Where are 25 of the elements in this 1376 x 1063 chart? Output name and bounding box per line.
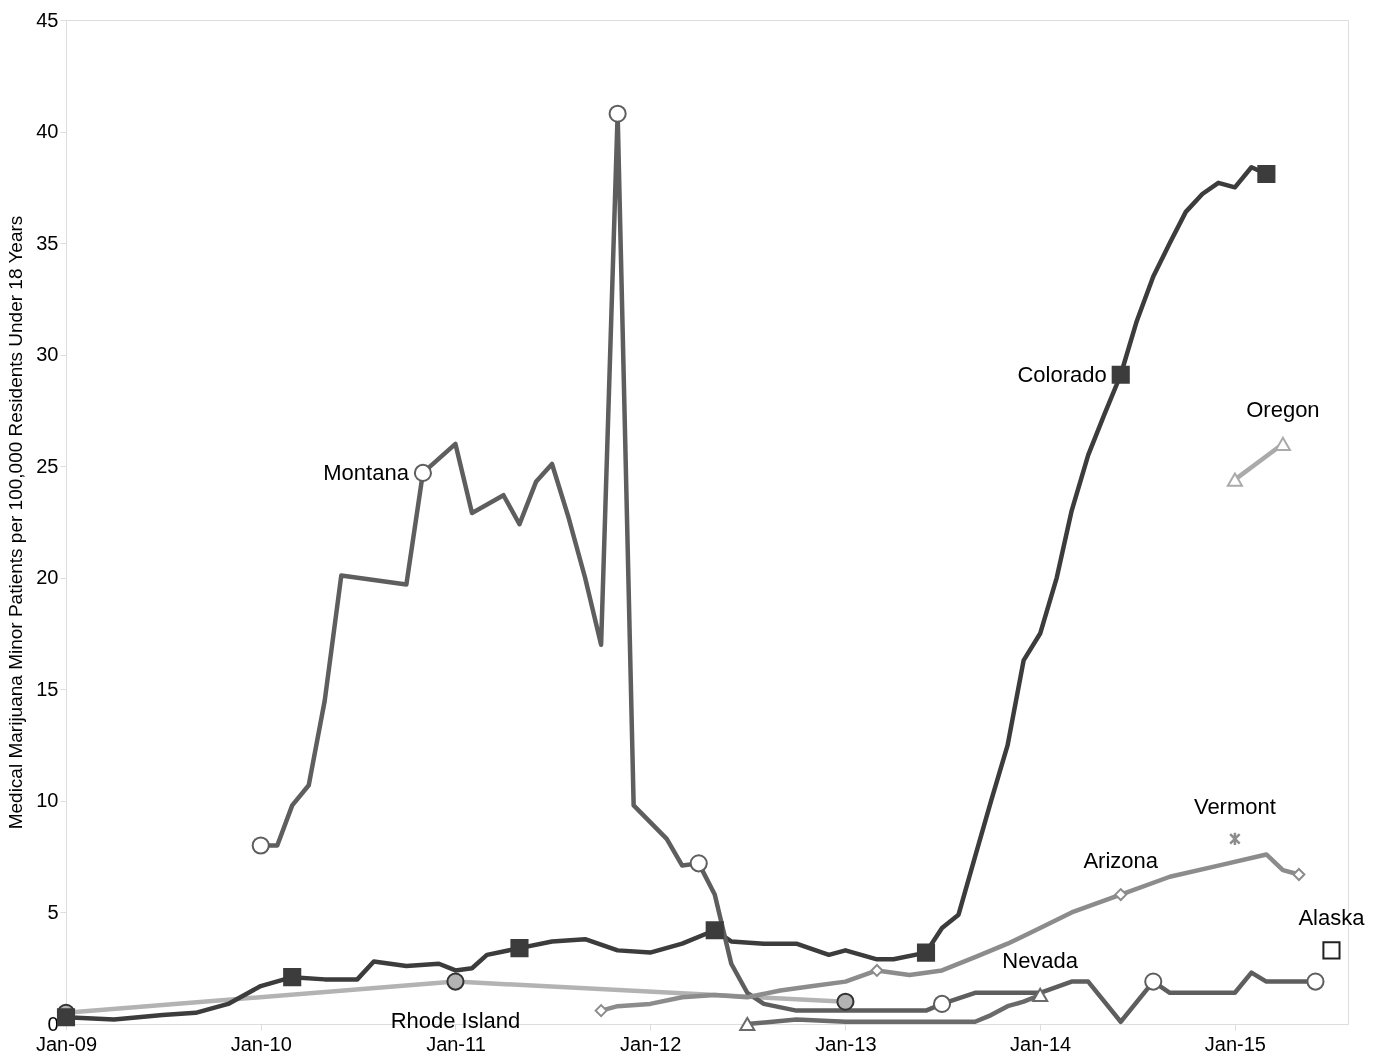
- x-tick-label: Jan-13: [815, 1032, 877, 1055]
- series-label: Rhode Island: [390, 1007, 521, 1033]
- y-tick-label: 30: [36, 343, 59, 366]
- series-label: Montana: [323, 459, 410, 485]
- y-tick-label: 45: [36, 8, 59, 31]
- series-label: Oregon: [1246, 396, 1320, 422]
- x-tick-label: Jan-14: [1010, 1032, 1072, 1055]
- series-label: Vermont: [1193, 793, 1276, 819]
- series-label: Arizona: [1083, 847, 1159, 873]
- y-tick-label: 25: [36, 454, 59, 477]
- y-tick-label: 40: [36, 120, 59, 143]
- y-tick-label: 35: [36, 231, 59, 254]
- y-tick-label: 10: [36, 789, 59, 812]
- x-tick-label: Jan-11: [426, 1032, 486, 1055]
- y-tick-label: 15: [36, 677, 59, 700]
- y-axis-title: Medical Marijuana Minor Patients per 100,000 Residents Under 18 Years: [5, 215, 27, 830]
- y-tick-label: 20: [36, 566, 59, 589]
- series-label: Colorado: [1017, 361, 1107, 387]
- x-tick-label: Jan-12: [620, 1032, 682, 1055]
- x-tick-label: Jan-15: [1204, 1032, 1266, 1055]
- x-tick-label: Jan-10: [230, 1032, 292, 1055]
- series-label: Alaska: [1298, 905, 1366, 931]
- y-tick-label: 5: [47, 900, 59, 923]
- x-tick-label: Jan-09: [35, 1032, 98, 1055]
- series-label: Nevada: [1002, 948, 1079, 973]
